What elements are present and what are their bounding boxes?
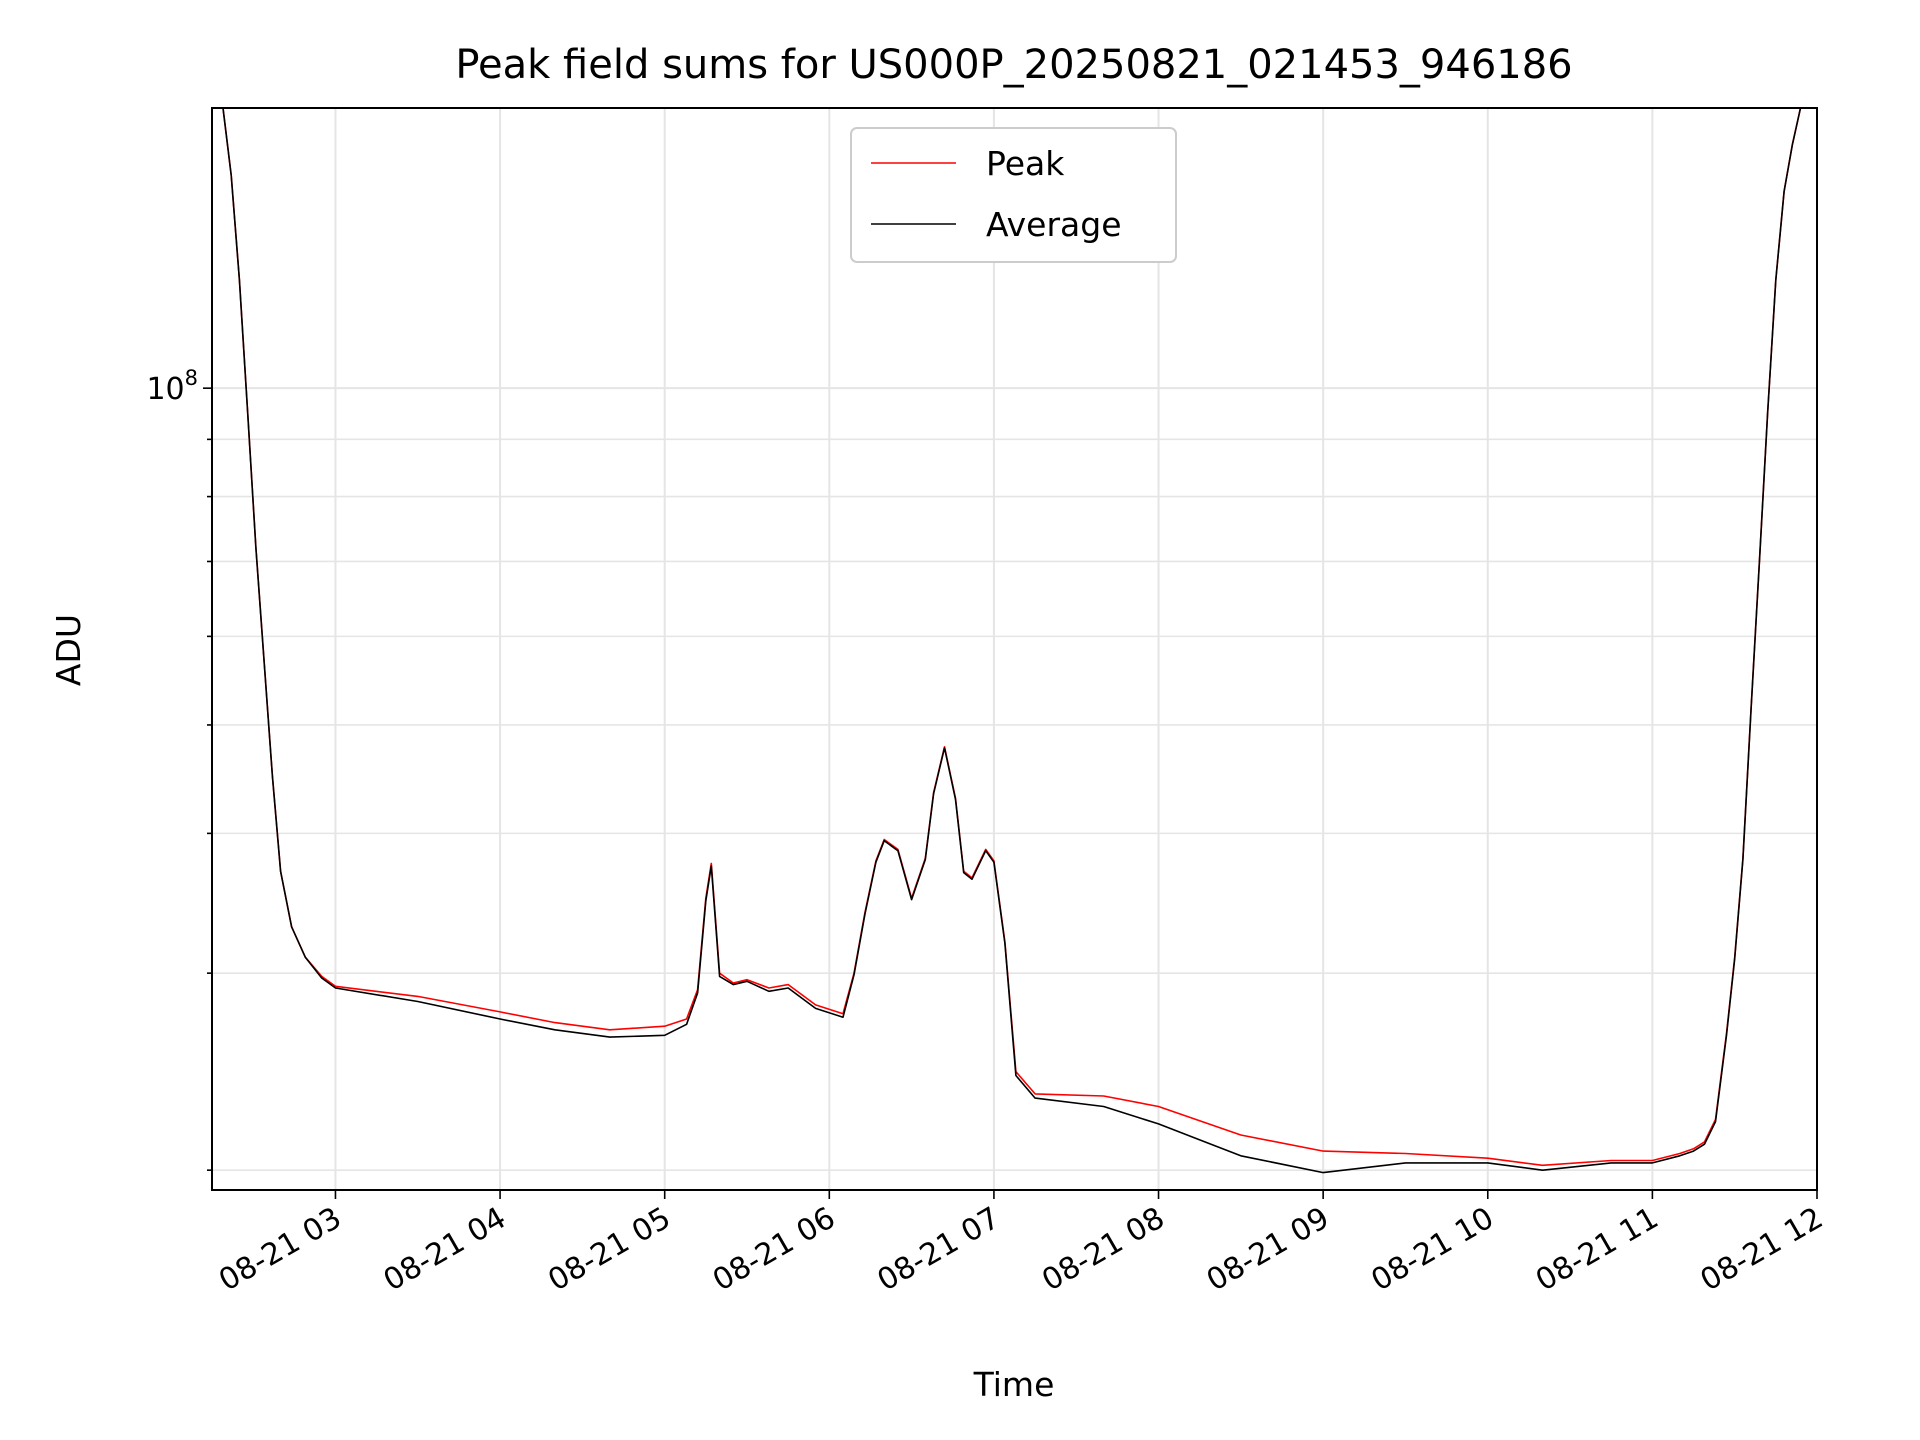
y-tick-label-exponent: 8 <box>185 366 198 390</box>
legend-label-average: Average <box>986 205 1122 244</box>
chart-title: Peak field sums for US000P_20250821_0214… <box>455 42 1572 88</box>
x-axis-label: Time <box>973 1365 1055 1404</box>
series-line-average <box>212 108 1806 1174</box>
y-tick-label: 108 <box>146 366 198 407</box>
series-layer <box>212 108 1806 1174</box>
y-axis-label: ADU <box>49 614 88 686</box>
y-tick-label-base: 10 <box>146 372 184 407</box>
legend-box <box>850 127 1177 263</box>
legend-label-peak: Peak <box>986 144 1065 183</box>
plot-frame <box>211 107 1818 1191</box>
legend: Peak Average <box>850 127 1177 263</box>
